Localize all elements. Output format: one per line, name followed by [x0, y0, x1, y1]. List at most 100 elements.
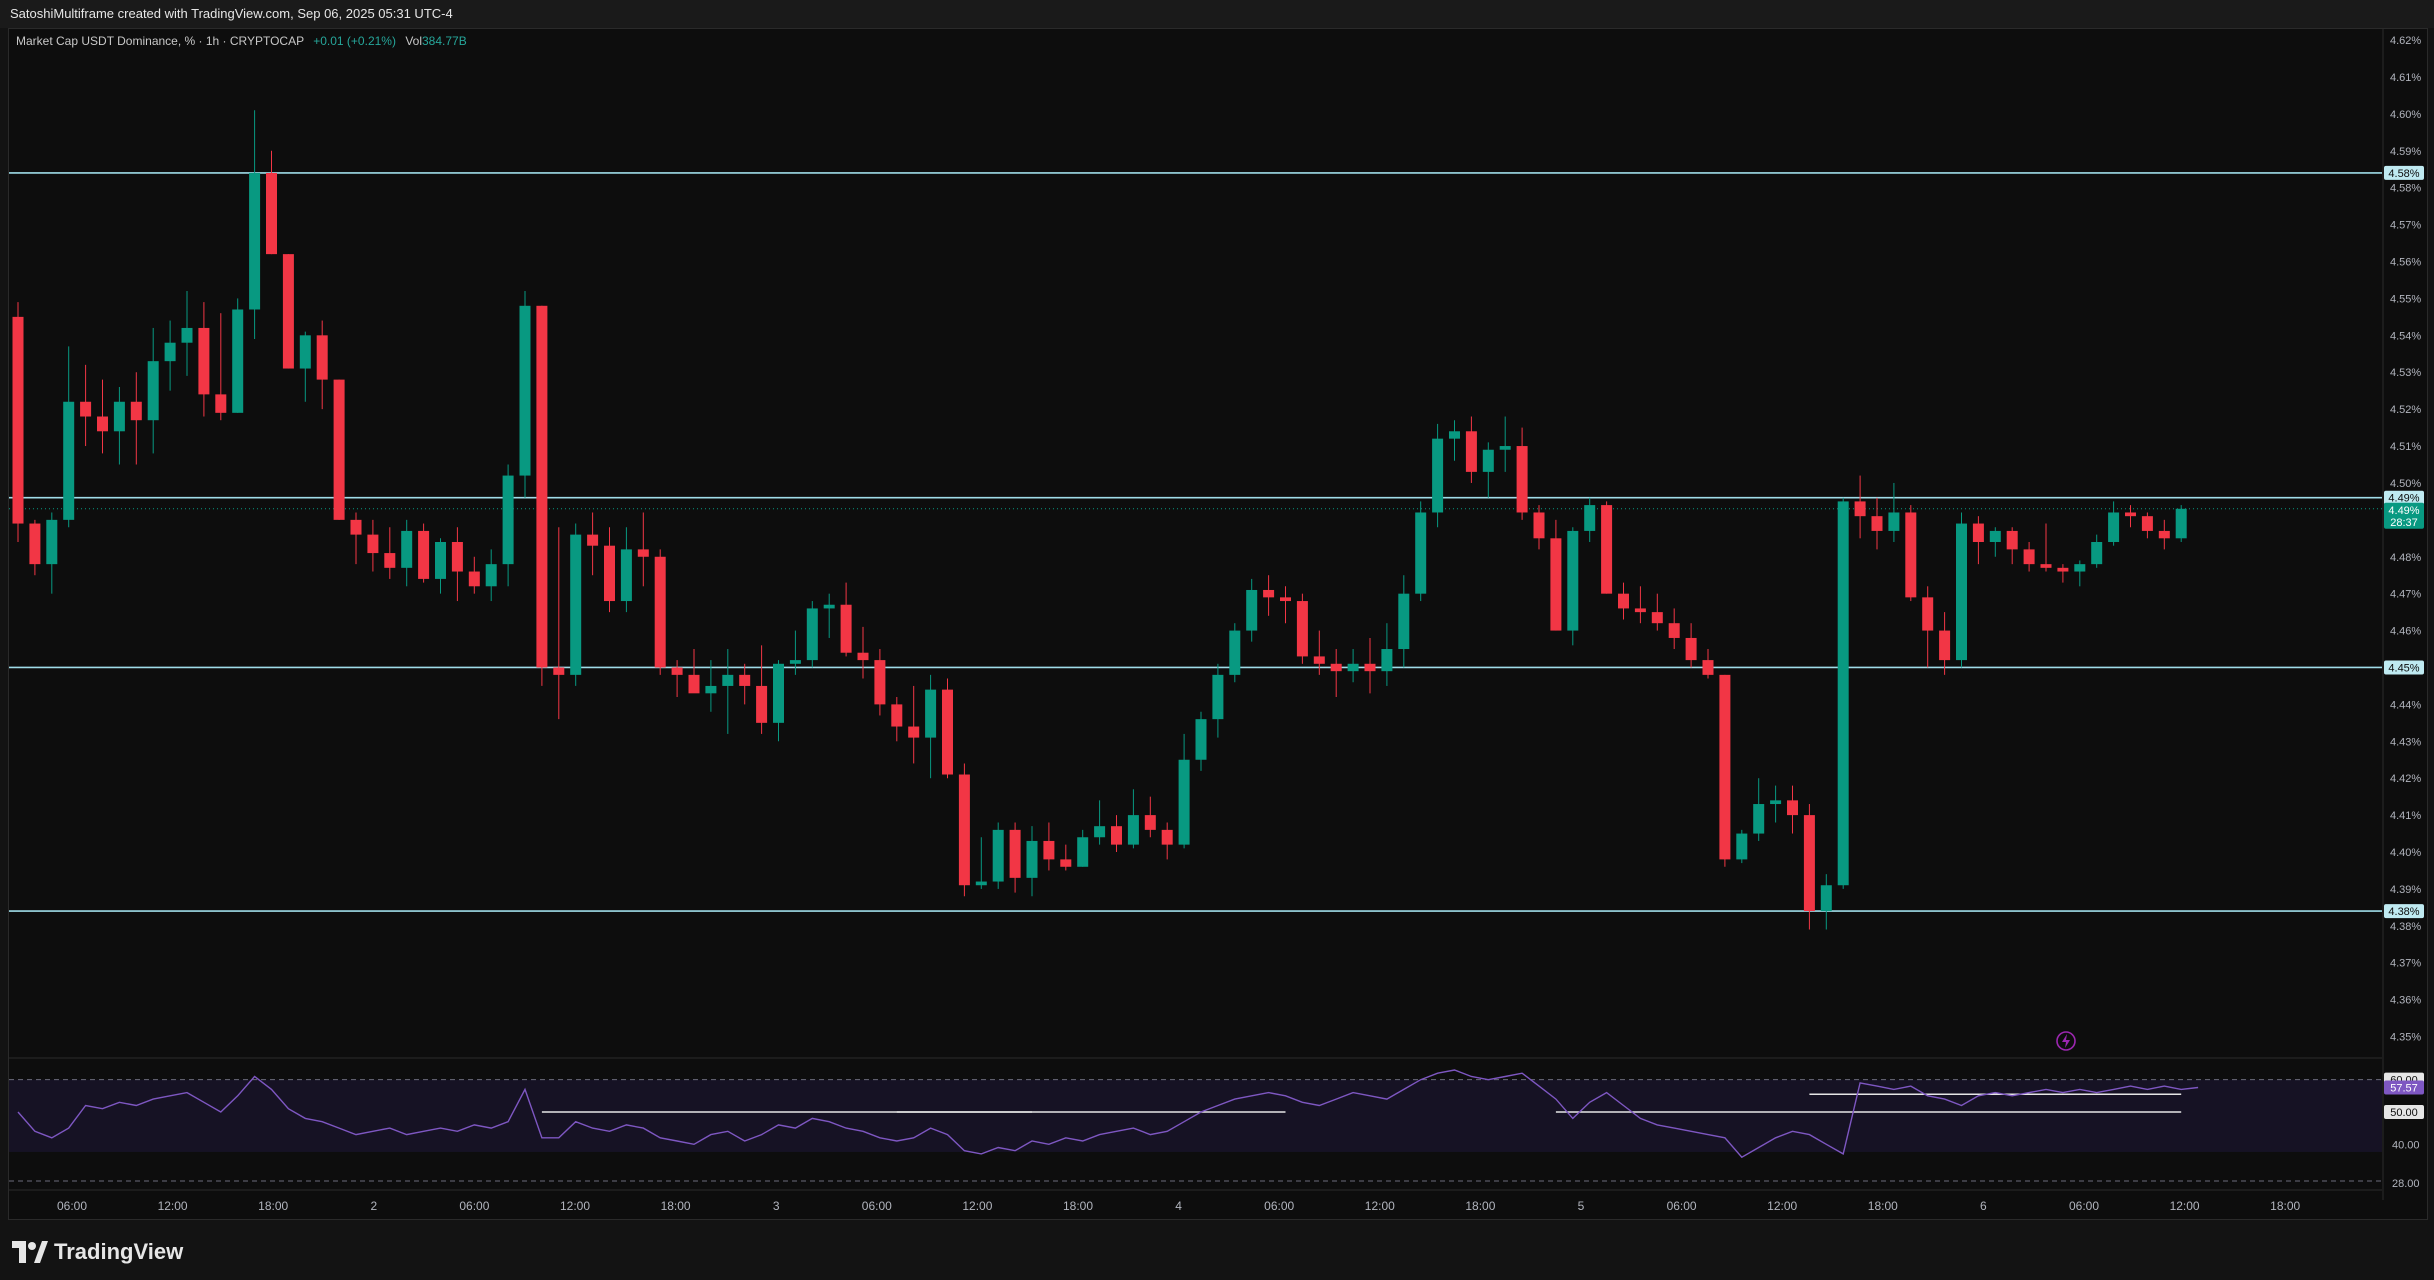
level-price-tag: 4.49% [2388, 493, 2419, 505]
price-tick-label: 4.36% [2390, 995, 2421, 1007]
candle-body [1449, 431, 1460, 439]
candle-body [992, 829, 1004, 882]
candle-body [1195, 719, 1207, 760]
time-tick-label: 6 [1980, 1199, 1987, 1213]
candle-body [1009, 829, 1021, 878]
symbol-name[interactable]: Market Cap USDT Dominance, % · 1h · CRYP… [16, 34, 304, 48]
candle-body [1280, 597, 1291, 602]
candle-body [384, 553, 396, 568]
price-tick-label: 4.37% [2390, 958, 2421, 970]
time-tick-label: 3 [773, 1199, 780, 1213]
candle-body [1499, 446, 1511, 450]
candle-body [553, 667, 565, 675]
candle-body [1770, 800, 1782, 805]
price-tick-label: 4.42% [2390, 773, 2421, 785]
price-tick-label: 4.41% [2390, 810, 2421, 822]
candle-body [299, 335, 311, 369]
candle-body [1989, 530, 2001, 542]
level-price-tag-bg [2384, 660, 2424, 675]
candle-body [1922, 597, 1934, 631]
rsi-tick-label: 28.00 [2392, 1178, 2420, 1190]
time-tick-label: 12:00 [2170, 1199, 2200, 1213]
candle-body [908, 726, 920, 738]
tradingview-logo[interactable]: TradingView [12, 1238, 183, 1266]
candle-body [688, 674, 700, 694]
candle-body [840, 604, 852, 653]
time-tick-label: 06:00 [862, 1199, 892, 1213]
candle-body [1398, 593, 1410, 650]
time-tick-label: 12:00 [158, 1199, 188, 1213]
candle-body [2175, 508, 2187, 539]
candle-body [891, 704, 903, 727]
rsi-current-tag: 57.57 [2390, 1083, 2418, 1095]
candle-body [63, 401, 75, 520]
candle-body [80, 401, 92, 417]
chart-frame[interactable] [8, 28, 2428, 1220]
candle-body [1144, 815, 1156, 830]
candle-body [739, 674, 751, 686]
price-tick-label: 4.56% [2390, 257, 2421, 269]
time-axis: 06:00 12:00 18:00 2 06:00 12:00 18:00 3 06:00 12:… [9, 1189, 2382, 1213]
candle-body [536, 305, 548, 668]
candle-body [12, 316, 24, 524]
candle-body [2158, 530, 2170, 539]
candle-body [1212, 674, 1224, 720]
price-tick-label: 4.38% [2390, 921, 2421, 933]
candle-body [1364, 663, 1376, 672]
candle-body [1787, 800, 1798, 816]
top-bar: SatoshiMultiframe created with TradingVi… [0, 0, 2434, 28]
candle-body [1432, 438, 1444, 513]
time-tick-label: 2 [370, 1199, 377, 1213]
price-tick-label: 4.52% [2390, 404, 2421, 416]
candle-body [418, 530, 430, 579]
candle-body [1060, 859, 1072, 867]
support-resistance-layer [9, 29, 2384, 1200]
symbol-legend: Market Cap USDT Dominance, % · 1h · CRYP… [16, 34, 467, 48]
candle-body [1939, 630, 1951, 661]
candle-body [1533, 512, 1545, 539]
candle-body [671, 667, 683, 675]
candle-body [147, 361, 159, 421]
price-tick-label: 4.48% [2390, 552, 2421, 564]
price-tick-label: 4.35% [2390, 1032, 2421, 1044]
rsi-level-tag: 50.00 [2390, 1107, 2418, 1119]
rsi-line [17, 1069, 2199, 1159]
candle-body [1465, 431, 1477, 472]
price-tick-label: 4.53% [2390, 367, 2421, 379]
candle-body [587, 534, 599, 546]
candle-body [2091, 542, 2103, 565]
candle-body [2108, 512, 2120, 542]
candle-body [1668, 623, 1680, 638]
candle-body [1719, 674, 1731, 860]
candle-body [401, 530, 413, 568]
candle-body [874, 660, 886, 705]
candle-body [316, 335, 328, 380]
candle-body [97, 416, 108, 432]
alert-icon[interactable] [2056, 1031, 2076, 1051]
time-tick-label: 12:00 [560, 1199, 590, 1213]
candle-body [46, 519, 58, 565]
time-tick-label: 06:00 [1667, 1199, 1697, 1213]
last-price-tag: 4.49% [2388, 505, 2419, 517]
candle-body [2057, 567, 2069, 572]
price-tick-label: 4.54% [2390, 330, 2421, 342]
candle-body [1584, 505, 1596, 531]
time-tick-label: 18:00 [661, 1199, 691, 1213]
candle-body [282, 254, 294, 369]
brand-name: TradingView [54, 1239, 184, 1264]
chart-svg[interactable]: 4.62% 4.61% 4.60% 4.59% 4.58% 4.57% 4.56% 4.55%… [0, 0, 2434, 1220]
candle-body [1516, 446, 1528, 513]
level-price-tag-bg [2384, 490, 2424, 505]
candle-body [333, 379, 345, 520]
candle-body [1871, 516, 1883, 531]
candle-body [1347, 663, 1359, 672]
price-axis: 4.62% 4.61% 4.60% 4.59% 4.58% 4.57% 4.56% 4.55%… [2390, 35, 2421, 1190]
candle-body [1634, 608, 1646, 613]
candle-body [756, 685, 768, 723]
level-price-tag-bg [2384, 165, 2424, 180]
candle-body [1753, 804, 1765, 834]
candle-body [130, 401, 142, 421]
rsi-current-tag-bg [2384, 1080, 2424, 1095]
candle-body [2006, 530, 2018, 550]
candle-body [722, 674, 734, 686]
